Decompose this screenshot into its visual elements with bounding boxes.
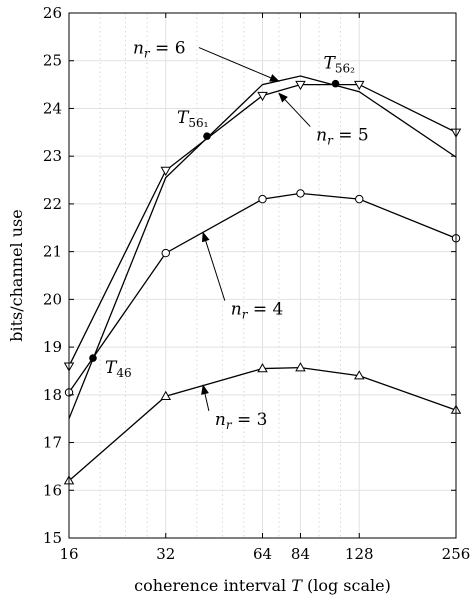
annotation-label-main: n — [215, 410, 226, 430]
data-point — [353, 80, 365, 91]
data-point — [295, 362, 306, 372]
y-tick-label: 26 — [43, 4, 62, 22]
annotation-arrow — [201, 384, 210, 411]
series-annotations: nr = 6nr = 5nr = 4nr = 3 — [133, 39, 369, 432]
series-line-4 — [68, 75, 457, 419]
annotation-label: nr = 5 — [316, 125, 369, 147]
annotation-label-main: n — [231, 300, 242, 320]
annotation-label: nr = 3 — [215, 410, 268, 432]
x-tick-label: 32 — [156, 545, 175, 563]
y-tick-label: 16 — [43, 481, 62, 499]
data-point — [257, 363, 268, 373]
intersection-label-main: T — [324, 54, 337, 74]
intersection-label-main: T — [177, 108, 190, 128]
intersection-label: T56₂ — [324, 54, 356, 76]
x-axis-title-variable: T — [291, 576, 303, 595]
intersection-point — [331, 79, 340, 88]
intersection-point — [89, 354, 97, 362]
data-point — [161, 248, 170, 258]
y-tick-label: 20 — [43, 290, 62, 308]
intersection-label-main: T — [105, 358, 118, 378]
annotation-label-sub: r — [144, 47, 151, 61]
x-tick-label: 16 — [59, 545, 78, 563]
data-point — [295, 80, 306, 91]
x-tick-label: 128 — [345, 545, 374, 563]
annotation-label: nr = 6 — [133, 39, 186, 61]
annotation-arrow — [278, 92, 311, 127]
series-markers — [63, 80, 462, 485]
x-axis-title-part-2: (log scale) — [302, 576, 391, 595]
annotation-label: nr = 4 — [231, 300, 284, 322]
y-tick-label: 25 — [43, 52, 62, 70]
data-point — [353, 370, 365, 380]
y-tick-label: 15 — [43, 529, 62, 547]
intersection-label-sub: 56₂ — [335, 62, 355, 76]
annotation-label-sub: r — [226, 418, 233, 432]
series-line-3 — [68, 83, 457, 367]
x-tick-label: 64 — [253, 545, 272, 563]
annotation-label-rest: = 3 — [232, 410, 268, 430]
y-tick-label: 19 — [43, 338, 62, 356]
x-axis-title: coherence interval T (log scale) — [134, 576, 391, 595]
data-point — [257, 91, 268, 102]
y-axis-title: bits/channel use — [7, 209, 26, 341]
data-point — [355, 194, 364, 204]
intersection-label-sub: 46 — [116, 366, 131, 380]
annotation-label-main: n — [316, 125, 327, 145]
series-line-1 — [68, 366, 457, 482]
y-tick-label: 18 — [43, 386, 62, 404]
intersection-label: T56₁ — [177, 108, 208, 130]
y-tick-label: 17 — [43, 434, 62, 452]
y-tick-label: 21 — [43, 243, 62, 261]
data-point — [258, 194, 267, 204]
annotation-arrow — [198, 47, 280, 82]
annotation-label-main: n — [133, 39, 144, 59]
intersection-label-sub: 56₁ — [188, 116, 208, 130]
series-line-2 — [68, 192, 457, 393]
annotation-label-rest: = 6 — [150, 39, 186, 59]
y-tick-label: 22 — [43, 195, 62, 213]
annotation-label-rest: = 4 — [248, 300, 284, 320]
y-tick-label: 24 — [43, 99, 62, 117]
data-point — [160, 390, 172, 400]
data-point — [296, 189, 305, 198]
y-tick-label: 23 — [43, 147, 62, 165]
annotation-label-sub: r — [242, 308, 249, 322]
x-axis-title-part-1: coherence interval — [134, 576, 291, 595]
x-tick-label: 256 — [442, 545, 471, 563]
annotation-arrow — [201, 231, 226, 301]
intersection-label: T46 — [105, 358, 132, 380]
intersection-point — [203, 132, 211, 140]
annotation-label-sub: r — [327, 133, 334, 147]
data-point — [160, 166, 172, 177]
series-lines — [68, 75, 457, 482]
annotation-label-rest: = 5 — [333, 125, 369, 145]
x-tick-label: 84 — [291, 545, 310, 563]
